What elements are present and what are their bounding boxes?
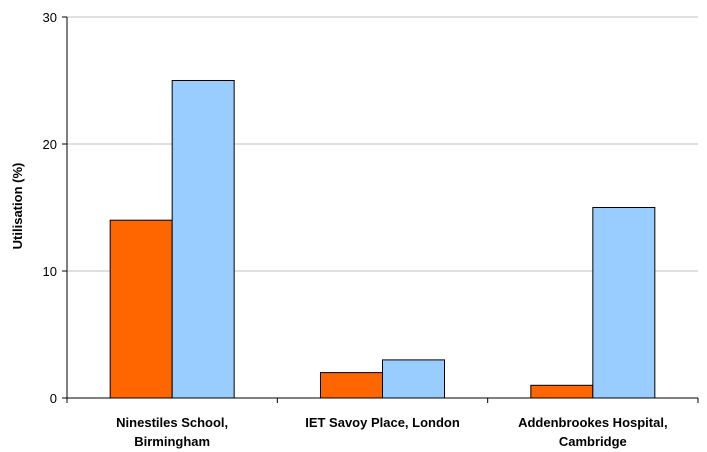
- y-ticks: 0 10 20 30: [43, 10, 699, 406]
- x-category-label: IET Savoy Place, London: [305, 415, 460, 430]
- y-tick-label: 10: [43, 264, 57, 279]
- bar: [109, 219, 173, 399]
- y-tick-label: 0: [50, 391, 57, 406]
- bar: [320, 372, 383, 399]
- x-category-label: Addenbrookes Hospital, Cambridge: [518, 415, 668, 449]
- bar: [171, 80, 235, 399]
- axes: [66, 17, 698, 399]
- y-tick-label: 30: [43, 10, 57, 25]
- x-category-label: Ninestiles School, Birmingham: [116, 415, 228, 449]
- bar: [382, 359, 445, 399]
- x-category-labels: Ninestiles School, Birmingham IET Savoy Pl…: [116, 415, 667, 449]
- bar: [592, 207, 656, 399]
- bars: [109, 80, 656, 399]
- bar: [530, 384, 594, 399]
- y-tick-label: 20: [43, 137, 57, 152]
- y-axis-title: Utilisation (%): [10, 163, 25, 250]
